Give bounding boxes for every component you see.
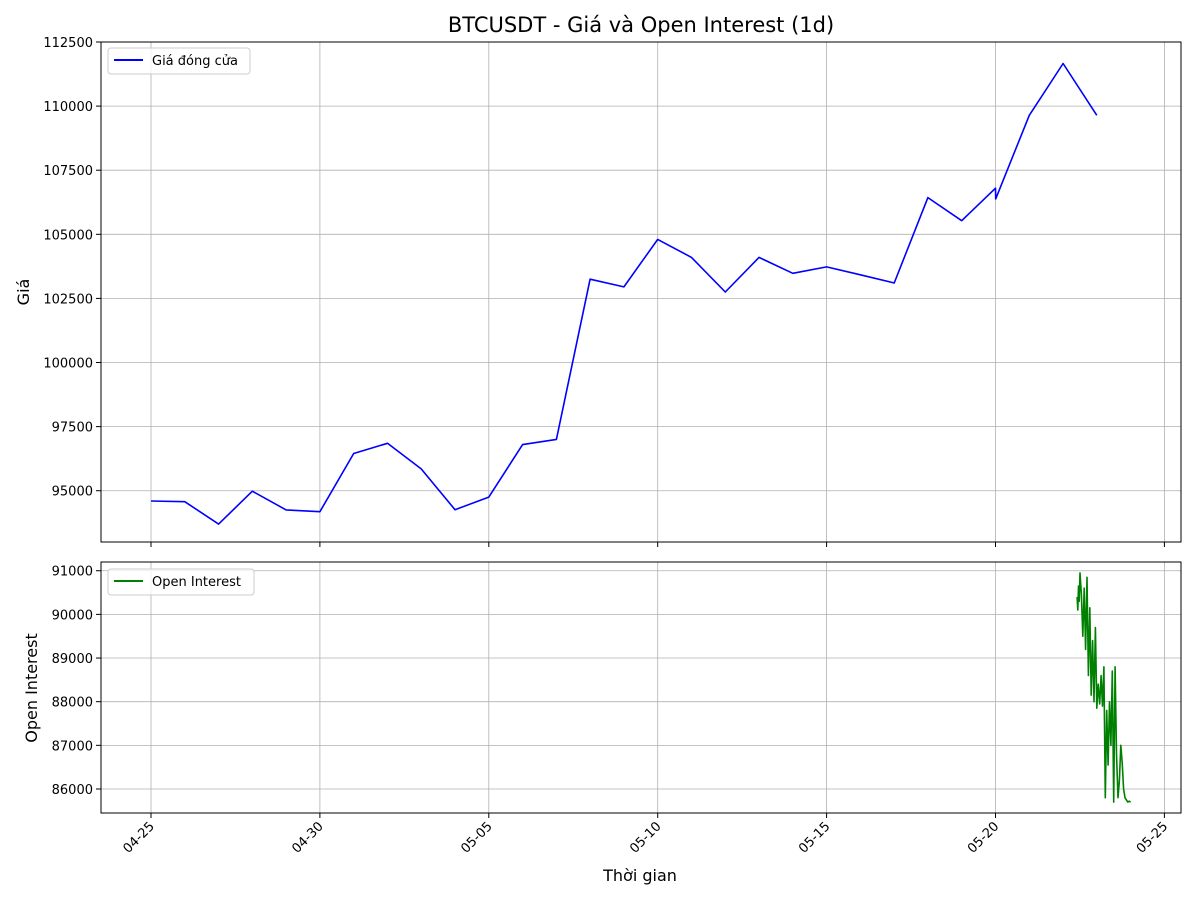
open-interest-series-line xyxy=(1076,572,1132,803)
open-interest-y-tick-label: 88000 xyxy=(52,696,93,711)
price-y-tick-label: 102500 xyxy=(43,292,93,307)
price-series-line xyxy=(150,62,1098,525)
open-interest-y-tick-label: 89000 xyxy=(52,652,93,667)
price-y-tick-label: 112500 xyxy=(43,36,93,51)
chart-title: BTCUSDT - Giá và Open Interest (1d) xyxy=(448,13,834,37)
price-y-tick-label: 110000 xyxy=(43,100,93,115)
open-interest-y-ticks: 86000 87000 88000 89000 90000 91000 xyxy=(52,565,101,798)
price-y-tick-label: 95000 xyxy=(52,485,93,500)
price-x-ticks xyxy=(150,542,1165,547)
price-y-axis-label: Giá xyxy=(14,279,33,306)
open-interest-legend-label: Open Interest xyxy=(152,575,241,590)
open-interest-legend-box xyxy=(107,568,255,596)
price-legend-label: Giá đóng cửa xyxy=(152,54,238,69)
open-interest-grid xyxy=(101,562,1181,813)
price-y-tick-label: 97500 xyxy=(52,421,93,436)
price-legend-box xyxy=(107,47,251,75)
open-interest-axes-frame xyxy=(100,561,1182,814)
open-interest-legend: Open Interest xyxy=(107,568,255,596)
x-axis-label: Thời gian xyxy=(602,866,677,885)
open-interest-series xyxy=(1076,572,1132,803)
open-interest-y-axis-label: Open Interest xyxy=(22,633,41,742)
open-interest-y-tick-label: 86000 xyxy=(52,783,93,798)
price-series xyxy=(150,62,1098,525)
price-axes-frame xyxy=(100,41,1182,543)
price-y-tick-label: 107500 xyxy=(43,164,93,179)
price-y-tick-label: 105000 xyxy=(43,228,93,243)
open-interest-y-tick-label: 91000 xyxy=(52,565,93,580)
price-y-tick-label: 100000 xyxy=(43,357,93,372)
price-panel: 95000 97500 100000 102500 105000 107500 110000… xyxy=(14,36,1182,547)
open-interest-y-tick-label: 90000 xyxy=(52,608,93,623)
price-legend: Giá đóng cửa xyxy=(107,47,251,75)
open-interest-y-tick-label: 87000 xyxy=(52,739,93,754)
price-grid xyxy=(101,41,1181,542)
price-y-ticks: 95000 97500 100000 102500 105000 107500 110000… xyxy=(43,36,101,500)
